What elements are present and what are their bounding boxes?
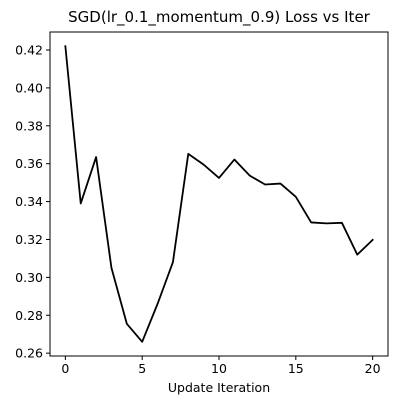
y-tick-label: 0.30: [15, 270, 43, 285]
x-tick-label: 5: [138, 361, 146, 376]
x-axis-label: Update Iteration: [168, 380, 270, 395]
y-tick-label: 0.42: [15, 43, 43, 58]
y-tick-label: 0.34: [15, 194, 43, 209]
series-line: [64, 45, 374, 343]
x-tick-label: 15: [288, 361, 304, 376]
x-tick-label: 20: [365, 361, 381, 376]
y-tick-label: 0.36: [15, 156, 43, 171]
plot-area: 0 5 10 15 20 0.26 0.28 0.30 0.32 0.34 0.36 0.38 0.40…: [15, 31, 389, 376]
y-tick-label: 0.26: [15, 346, 43, 361]
chart-title: SGD(lr_0.1_momentum_0.9) Loss vs Iter: [68, 8, 371, 27]
y-tick-label: 0.38: [15, 118, 43, 133]
x-tick-label: 0: [61, 361, 69, 376]
y-tick-label: 0.40: [15, 80, 43, 95]
x-tick-label: 10: [211, 361, 227, 376]
y-tick-label: 0.32: [15, 232, 43, 247]
y-tick-label: 0.28: [15, 308, 43, 323]
